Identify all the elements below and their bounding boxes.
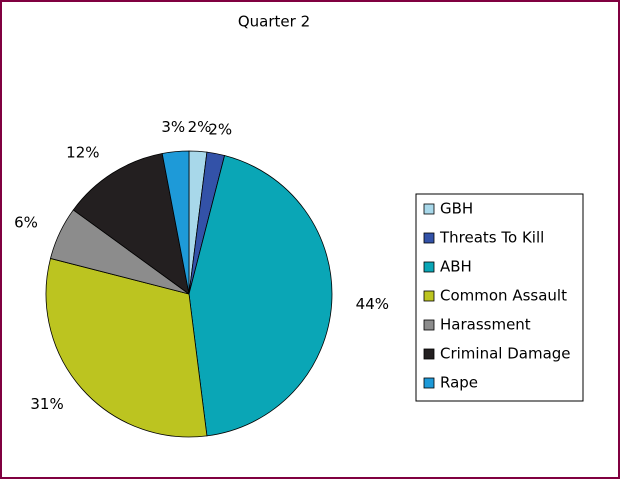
legend-swatch <box>423 232 435 244</box>
legend-label: Rape <box>440 374 478 392</box>
data-label: 31% <box>30 395 63 413</box>
legend-swatch <box>423 290 435 302</box>
legend-swatch <box>423 319 435 331</box>
legend-swatch <box>423 203 435 215</box>
legend-label: Harassment <box>440 316 531 334</box>
legend-swatch <box>423 377 435 389</box>
pie-slice <box>188 155 333 437</box>
data-label: 12% <box>66 143 99 161</box>
data-label: 2% <box>188 118 212 136</box>
legend-box <box>415 193 584 402</box>
data-label: 44% <box>356 295 389 313</box>
pie-slice <box>45 257 208 438</box>
legend-swatch <box>423 261 435 273</box>
legend-label: Threats To Kill <box>439 229 544 247</box>
data-label: 2% <box>208 120 232 138</box>
data-label: 3% <box>161 118 185 136</box>
legend-label: ABH <box>440 258 472 276</box>
pie-slice <box>72 153 190 295</box>
data-label: 6% <box>14 213 38 231</box>
legend-label: Criminal Damage <box>440 345 571 363</box>
legend-swatch <box>423 348 435 360</box>
legend-label: Common Assault <box>440 287 567 305</box>
legend-label: GBH <box>440 200 473 218</box>
pie-slice <box>161 150 190 295</box>
chart-title: Quarter 2 <box>238 13 310 31</box>
